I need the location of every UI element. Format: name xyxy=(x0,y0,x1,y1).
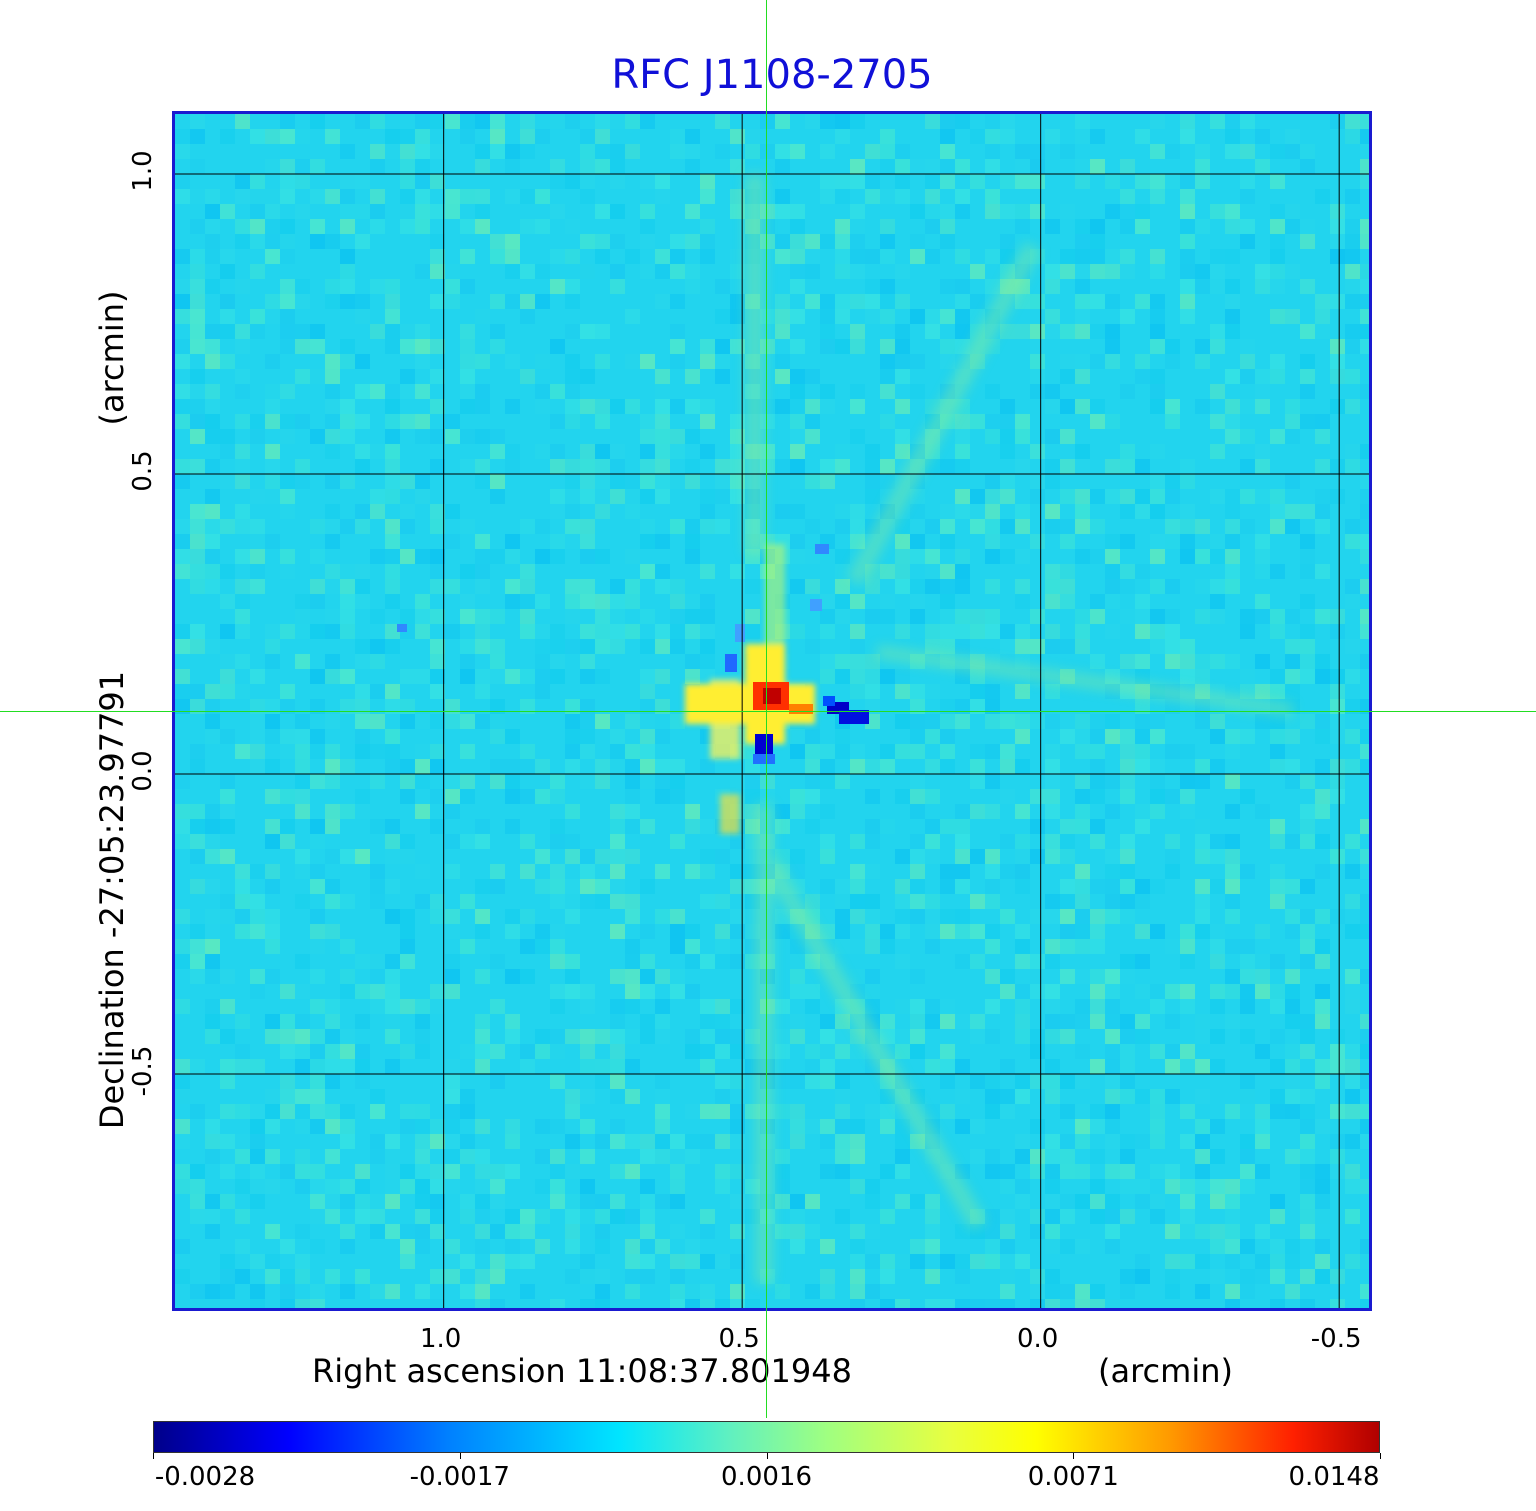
colorbar-tick-label: 0.0071 xyxy=(1027,1462,1119,1492)
colorbar-tick-label: -0.0028 xyxy=(154,1462,256,1492)
x-tick-label: -0.5 xyxy=(1310,1324,1362,1354)
colorbar-tick-label: 0.0148 xyxy=(1288,1462,1380,1492)
y-tick-label: 0.0 xyxy=(128,750,158,792)
colorbar-tick xyxy=(1380,1453,1381,1459)
y-axis-unit: (arcmin) xyxy=(93,290,131,426)
y-tick-label: 1.0 xyxy=(128,150,158,192)
x-tick-label: 1.0 xyxy=(419,1324,462,1354)
x-tick-label: 0.5 xyxy=(718,1324,760,1354)
y-axis-label: Declination -27:05:23.97791 xyxy=(93,670,131,1130)
source-emission xyxy=(397,174,1294,1284)
colorbar-tick xyxy=(766,1453,768,1459)
intensity-map xyxy=(175,114,1369,1308)
colorbar-tick-label: -0.0017 xyxy=(409,1462,510,1492)
chart-title: RFC J1108-2705 xyxy=(611,52,933,98)
colorbar-tick xyxy=(153,1453,154,1459)
image-plot-area[interactable] xyxy=(172,111,1372,1311)
colorbar-tick xyxy=(1073,1453,1075,1459)
y-tick-label: -0.5 xyxy=(128,1045,158,1097)
noise-texture xyxy=(175,114,1369,1308)
y-tick-label: 0.5 xyxy=(128,450,158,492)
crosshair-vertical xyxy=(765,0,767,1418)
x-axis-unit: (arcmin) xyxy=(1098,1352,1233,1390)
x-tick-label: 0.0 xyxy=(1016,1324,1059,1354)
colorbar-tick-label: 0.0016 xyxy=(721,1462,812,1492)
crosshair-horizontal xyxy=(0,710,1536,712)
colorbar xyxy=(153,1421,1380,1453)
colorbar-tick xyxy=(459,1453,461,1459)
x-axis-label: Right ascension 11:08:37.801948 xyxy=(312,1352,852,1390)
grid-lines xyxy=(175,114,1369,1308)
